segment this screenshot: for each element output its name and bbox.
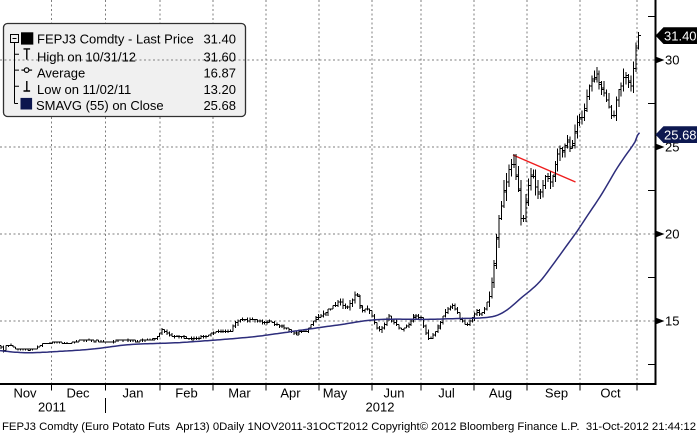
svg-text:15: 15	[665, 314, 679, 329]
svg-text:2011: 2011	[38, 400, 66, 415]
svg-text:31.40: 31.40	[203, 31, 236, 46]
svg-text:Mar: Mar	[228, 386, 251, 401]
svg-text:Nov: Nov	[13, 386, 37, 401]
svg-text:Low on 11/02/11: Low on 11/02/11	[37, 82, 131, 97]
svg-text:Jul: Jul	[438, 386, 455, 401]
svg-text:Jun: Jun	[384, 386, 405, 401]
svg-text:Average: Average	[37, 66, 85, 81]
svg-text:31.60: 31.60	[203, 49, 236, 64]
svg-text:May: May	[323, 386, 348, 401]
svg-text:25: 25	[665, 140, 679, 155]
svg-text:FEPJ3 Comdty (Euro Potato Futs: FEPJ3 Comdty (Euro Potato Futs Apr13) 0D…	[2, 421, 696, 433]
svg-text:30: 30	[665, 53, 679, 68]
svg-text:25.68: 25.68	[664, 127, 697, 142]
svg-text:31.40: 31.40	[664, 28, 697, 43]
svg-text:2012: 2012	[366, 400, 395, 415]
svg-text:Jan: Jan	[123, 386, 144, 401]
svg-text:Aug: Aug	[489, 386, 512, 401]
svg-text:Dec: Dec	[66, 386, 90, 401]
svg-text:FEPJ3 Comdty - Last Price: FEPJ3 Comdty - Last Price	[37, 31, 194, 46]
svg-text:Feb: Feb	[175, 386, 197, 401]
svg-text:16.87: 16.87	[203, 66, 236, 81]
svg-text:Oct: Oct	[600, 386, 621, 401]
svg-text:Apr: Apr	[280, 386, 301, 401]
svg-text:SMAVG (55) on Close: SMAVG (55) on Close	[36, 98, 164, 113]
svg-text:High on 10/31/12: High on 10/31/12	[37, 49, 136, 64]
svg-text:13.20: 13.20	[203, 82, 236, 97]
svg-text:Sep: Sep	[545, 386, 568, 401]
svg-text:25.68: 25.68	[203, 98, 236, 113]
svg-text:20: 20	[665, 227, 679, 242]
